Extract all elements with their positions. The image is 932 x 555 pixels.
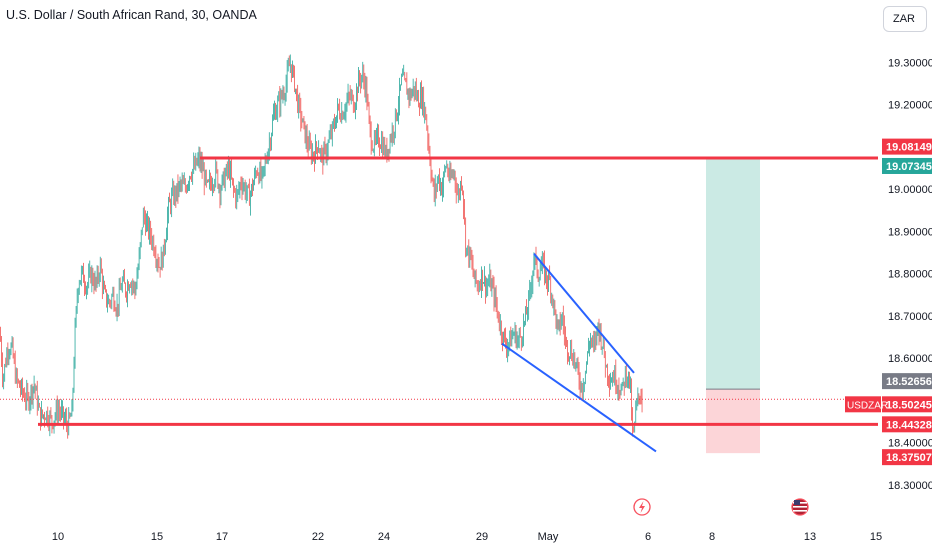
x-tick-label: 17	[216, 531, 228, 543]
y-tick-label: 18.40000	[888, 438, 932, 450]
wedge-lower-line[interactable]	[501, 342, 657, 453]
x-tick-label: 13	[804, 531, 816, 543]
price-label: 18.44328	[886, 419, 932, 431]
y-tick-label: 19.00000	[888, 184, 932, 196]
wedge-upper-line[interactable]	[533, 253, 635, 374]
position-profit-zone[interactable]	[706, 157, 760, 390]
x-tick-label: 22	[312, 531, 324, 543]
flag-canton	[794, 500, 800, 505]
y-tick-label: 18.90000	[888, 226, 932, 238]
x-tick-label: 29	[476, 531, 488, 543]
currency-label: ZAR	[893, 13, 915, 25]
price-label: 18.50245	[886, 399, 932, 411]
x-tick-label: 10	[52, 531, 64, 543]
currency-button[interactable]: ZAR	[883, 6, 927, 32]
chart-title: U.S. Dollar / South African Rand, 30, OA…	[6, 8, 257, 22]
price-label-box	[882, 373, 932, 390]
flash-event-icon[interactable]	[633, 498, 651, 516]
x-tick-label: May	[538, 531, 559, 543]
flash-bolt	[639, 501, 645, 513]
price-label-box	[882, 157, 932, 174]
price-label-box	[882, 416, 932, 433]
x-tick-label: 15	[870, 531, 882, 543]
y-tick-label: 19.20000	[888, 100, 932, 112]
x-tick-label: 24	[378, 531, 390, 543]
x-tick-label: 15	[151, 531, 163, 543]
y-tick-label: 19.30000	[888, 57, 932, 69]
y-tick-label: 18.70000	[888, 311, 932, 323]
price-label-box	[882, 449, 932, 466]
symbol-tag-box	[845, 396, 881, 413]
price-label-box	[882, 138, 932, 155]
symbol-tag: USDZAR	[847, 400, 888, 411]
y-tick-label: 18.60000	[888, 353, 932, 365]
x-tick-label: 8	[709, 531, 715, 543]
x-tick-label: 6	[645, 531, 651, 543]
price-label-box	[882, 396, 932, 413]
y-tick-label: 18.30000	[888, 480, 932, 492]
price-label: 19.08149	[886, 142, 932, 154]
y-tick-label: 18.80000	[888, 269, 932, 281]
price-label: 18.52656	[886, 376, 932, 388]
price-label: 19.07345	[886, 161, 932, 173]
position-loss-zone[interactable]	[706, 389, 760, 454]
flag-stripe	[793, 506, 807, 508]
us-flag-event-icon[interactable]	[791, 498, 809, 516]
flag-stripe	[793, 510, 807, 512]
price-label: 18.37507	[886, 452, 932, 464]
